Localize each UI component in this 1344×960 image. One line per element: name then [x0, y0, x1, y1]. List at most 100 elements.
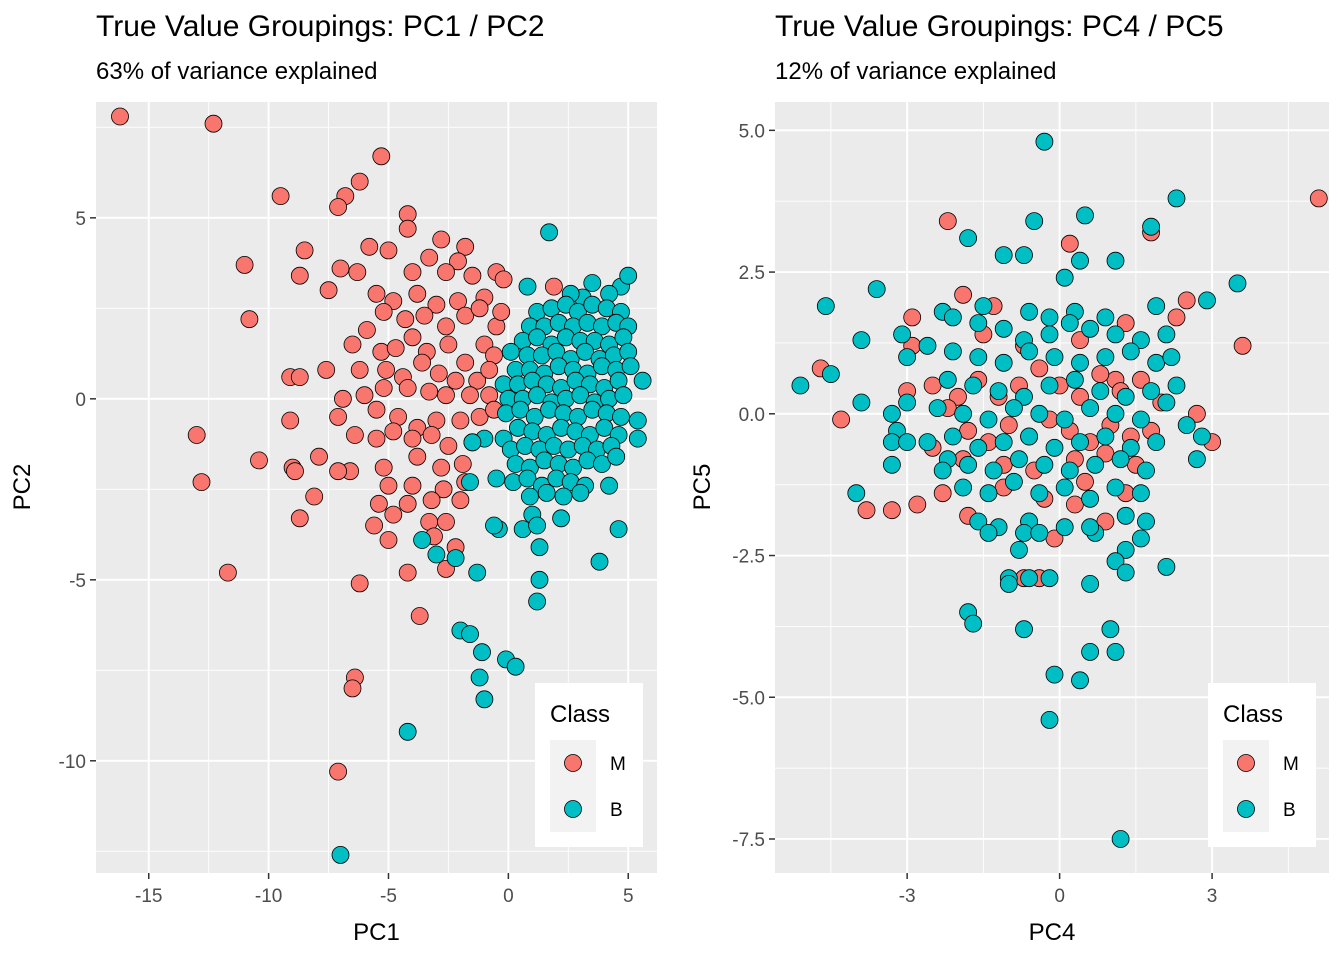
data-point-m: [432, 458, 451, 477]
data-point-b: [943, 308, 962, 327]
data-point-b: [1060, 314, 1079, 333]
data-point-b: [1121, 342, 1140, 361]
data-point-m: [451, 411, 470, 430]
data-point-b: [468, 563, 487, 582]
data-point-b: [398, 722, 417, 741]
data-point-b: [1071, 433, 1089, 452]
data-point-b: [994, 353, 1013, 372]
legend: Class M B: [535, 683, 643, 847]
data-point-m: [949, 387, 967, 406]
data-point-m: [343, 335, 362, 354]
data-point-m: [446, 371, 465, 390]
data-point-m: [857, 501, 876, 520]
data-point-b: [852, 393, 871, 412]
y-tick-label: -10: [59, 752, 86, 773]
data-point-b: [1081, 399, 1100, 418]
data-point-m: [408, 447, 427, 466]
data-point-b: [898, 393, 917, 412]
data-point-b: [1045, 348, 1064, 367]
data-point-m: [398, 494, 417, 513]
data-point-b: [999, 575, 1018, 593]
data-point-m: [439, 436, 458, 455]
chart-subtitle: 12% of variance explained: [775, 58, 1057, 85]
data-point-b: [1004, 472, 1023, 491]
data-point-b: [867, 280, 886, 299]
x-tick-label: -10: [255, 886, 282, 907]
data-point-m: [494, 270, 513, 289]
y-axis-title: PC2: [9, 464, 36, 511]
data-point-b: [1015, 246, 1033, 265]
data-point-b: [1030, 524, 1049, 542]
data-point-b: [1065, 370, 1084, 389]
data-point-m: [1131, 370, 1150, 389]
data-point-b: [893, 325, 912, 344]
data-point-b: [1167, 376, 1186, 395]
data-point-b: [979, 524, 998, 542]
chart-subtitle: 63% of variance explained: [96, 58, 378, 85]
data-point-b: [1162, 348, 1181, 367]
x-axis-title: PC4: [1029, 919, 1076, 946]
data-point-b: [1101, 620, 1120, 639]
data-point-b: [621, 357, 640, 376]
data-point-b: [994, 433, 1013, 452]
data-point-b: [1111, 450, 1130, 469]
data-point-m: [348, 263, 367, 282]
data-point-b: [633, 371, 652, 390]
data-point-m: [1060, 234, 1079, 253]
data-point-b: [628, 429, 647, 448]
data-point-m: [449, 252, 467, 271]
data-point-m: [1030, 359, 1049, 378]
y-tick-label: 2.5: [739, 263, 765, 284]
data-point-b: [882, 433, 901, 452]
data-point-m: [938, 212, 957, 231]
data-point-b: [595, 418, 614, 437]
x-axis-title: PC1: [353, 919, 400, 946]
x-tick-label: -3: [899, 886, 916, 907]
data-point-m: [355, 386, 374, 405]
scatter-plot-svg: -3 0 3 -7.5 -5.0 -2.5 0.0 2.5 5.0 PC4 PC5 Class M B: [689, 102, 1329, 946]
data-point-m: [240, 310, 259, 329]
y-tick-label: -7.5: [732, 830, 765, 851]
data-point-b: [938, 370, 957, 389]
data-point-m: [1309, 189, 1328, 208]
y-tick-label: -5: [69, 571, 86, 592]
data-point-b: [954, 478, 973, 497]
data-point-b: [518, 277, 537, 296]
data-point-m: [317, 360, 336, 379]
data-point-b: [979, 484, 998, 503]
data-point-b: [528, 386, 546, 405]
legend-key-m: [1237, 754, 1255, 772]
data-point-b: [898, 433, 917, 452]
legend-key-m: [564, 754, 582, 772]
data-point-b: [1111, 830, 1130, 848]
data-point-m: [329, 462, 348, 481]
data-point-m: [384, 422, 403, 441]
data-point-m: [933, 484, 952, 503]
data-point-b: [1147, 353, 1166, 372]
legend-label-b: B: [610, 800, 623, 821]
data-point-b: [1106, 325, 1125, 344]
data-point-m: [365, 516, 384, 535]
y-tick-label: 5: [75, 209, 86, 230]
data-point-b: [506, 657, 525, 676]
data-point-m: [453, 455, 472, 473]
data-point-m: [434, 480, 453, 499]
data-point-m: [410, 607, 429, 625]
x-tick-label: 3: [1207, 886, 1218, 907]
data-point-m: [192, 473, 211, 492]
data-point-m: [343, 679, 362, 698]
data-point-m: [545, 277, 563, 296]
data-point-b: [1071, 251, 1089, 270]
data-point-b: [1081, 518, 1100, 537]
data-point-b: [619, 266, 638, 285]
data-point-b: [1086, 455, 1105, 474]
data-point-b: [918, 336, 937, 355]
data-point-b: [530, 538, 549, 557]
data-point-b: [1020, 427, 1039, 446]
data-point-b: [1015, 524, 1033, 542]
data-point-m: [470, 299, 489, 318]
data-point-b: [852, 331, 871, 350]
data-point-m: [360, 237, 379, 256]
y-tick-label: 5.0: [739, 121, 765, 142]
data-point-m: [204, 114, 223, 133]
